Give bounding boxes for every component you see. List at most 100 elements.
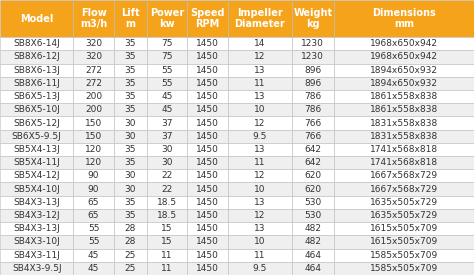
Text: 1831x558x838: 1831x558x838 xyxy=(370,119,438,128)
Bar xyxy=(228,235,292,249)
Text: 766: 766 xyxy=(304,119,321,128)
Text: 35: 35 xyxy=(125,79,136,88)
Text: 642: 642 xyxy=(304,158,321,167)
Text: 1585x505x709: 1585x505x709 xyxy=(370,251,438,260)
Bar xyxy=(0,0,73,37)
Text: 1635x505x729: 1635x505x729 xyxy=(370,198,438,207)
Text: 11: 11 xyxy=(161,264,173,273)
Bar xyxy=(147,183,187,196)
Text: 150: 150 xyxy=(85,119,102,128)
Bar xyxy=(228,37,292,50)
Text: 12: 12 xyxy=(254,119,265,128)
Bar xyxy=(228,143,292,156)
Text: 1667x568x729: 1667x568x729 xyxy=(370,185,438,194)
Bar xyxy=(228,130,292,143)
Text: 1894x650x932: 1894x650x932 xyxy=(370,66,438,75)
Text: Lift
m: Lift m xyxy=(121,8,140,29)
Text: 1450: 1450 xyxy=(196,145,219,154)
Text: 11: 11 xyxy=(254,79,265,88)
Text: 30: 30 xyxy=(161,145,173,154)
Bar xyxy=(0,209,73,222)
Text: 55: 55 xyxy=(161,66,173,75)
Text: 13: 13 xyxy=(254,66,265,75)
Text: SB4X3-10J: SB4X3-10J xyxy=(13,237,60,246)
Text: 896: 896 xyxy=(304,66,321,75)
Bar xyxy=(187,249,228,262)
Text: 786: 786 xyxy=(304,92,321,101)
Text: 13: 13 xyxy=(254,145,265,154)
Bar xyxy=(147,103,187,116)
Text: 12: 12 xyxy=(254,171,265,180)
Text: 1450: 1450 xyxy=(196,119,219,128)
Text: 55: 55 xyxy=(161,79,173,88)
Text: 35: 35 xyxy=(125,105,136,114)
Bar xyxy=(334,209,474,222)
Bar xyxy=(292,116,334,130)
Text: 642: 642 xyxy=(304,145,321,154)
Text: SB4X3-9.5J: SB4X3-9.5J xyxy=(12,264,62,273)
Bar xyxy=(147,50,187,64)
Bar xyxy=(114,262,147,275)
Text: 14: 14 xyxy=(254,39,265,48)
Bar xyxy=(147,130,187,143)
Text: SB5X4-13J: SB5X4-13J xyxy=(13,145,60,154)
Text: 766: 766 xyxy=(304,132,321,141)
Bar xyxy=(114,103,147,116)
Text: 464: 464 xyxy=(304,251,321,260)
Bar xyxy=(228,0,292,37)
Text: 12: 12 xyxy=(254,211,265,220)
Bar xyxy=(0,64,73,77)
Text: 1450: 1450 xyxy=(196,66,219,75)
Bar xyxy=(187,183,228,196)
Text: 1450: 1450 xyxy=(196,198,219,207)
Bar xyxy=(187,222,228,235)
Text: 1450: 1450 xyxy=(196,224,219,233)
Bar xyxy=(0,90,73,103)
Bar xyxy=(147,156,187,169)
Bar xyxy=(292,262,334,275)
Bar xyxy=(0,116,73,130)
Bar xyxy=(334,183,474,196)
Bar xyxy=(73,183,114,196)
Bar xyxy=(0,37,73,50)
Bar xyxy=(334,130,474,143)
Bar xyxy=(187,209,228,222)
Text: 30: 30 xyxy=(161,158,173,167)
Text: 1968x650x942: 1968x650x942 xyxy=(370,39,438,48)
Text: 1968x650x942: 1968x650x942 xyxy=(370,53,438,61)
Bar xyxy=(334,37,474,50)
Text: SB8X6-12J: SB8X6-12J xyxy=(13,53,60,61)
Bar xyxy=(292,235,334,249)
Text: SB4X3-12J: SB4X3-12J xyxy=(13,211,60,220)
Text: 1615x505x709: 1615x505x709 xyxy=(370,237,438,246)
Text: 35: 35 xyxy=(125,53,136,61)
Text: 10: 10 xyxy=(254,185,265,194)
Bar xyxy=(73,50,114,64)
Text: 1635x505x729: 1635x505x729 xyxy=(370,211,438,220)
Text: 65: 65 xyxy=(88,198,100,207)
Text: 620: 620 xyxy=(304,171,321,180)
Bar xyxy=(147,0,187,37)
Text: 1450: 1450 xyxy=(196,105,219,114)
Bar xyxy=(228,156,292,169)
Bar xyxy=(0,50,73,64)
Bar xyxy=(334,116,474,130)
Bar xyxy=(114,209,147,222)
Text: 620: 620 xyxy=(304,185,321,194)
Bar xyxy=(73,116,114,130)
Bar xyxy=(187,262,228,275)
Text: 28: 28 xyxy=(125,224,136,233)
Text: 28: 28 xyxy=(125,237,136,246)
Text: 9.5: 9.5 xyxy=(252,264,267,273)
Bar xyxy=(147,37,187,50)
Text: 45: 45 xyxy=(162,105,173,114)
Bar xyxy=(187,196,228,209)
Bar xyxy=(228,249,292,262)
Bar xyxy=(228,50,292,64)
Bar xyxy=(228,103,292,116)
Bar xyxy=(73,222,114,235)
Text: SB4X3-13J: SB4X3-13J xyxy=(13,198,60,207)
Bar xyxy=(73,103,114,116)
Bar xyxy=(228,90,292,103)
Bar xyxy=(292,222,334,235)
